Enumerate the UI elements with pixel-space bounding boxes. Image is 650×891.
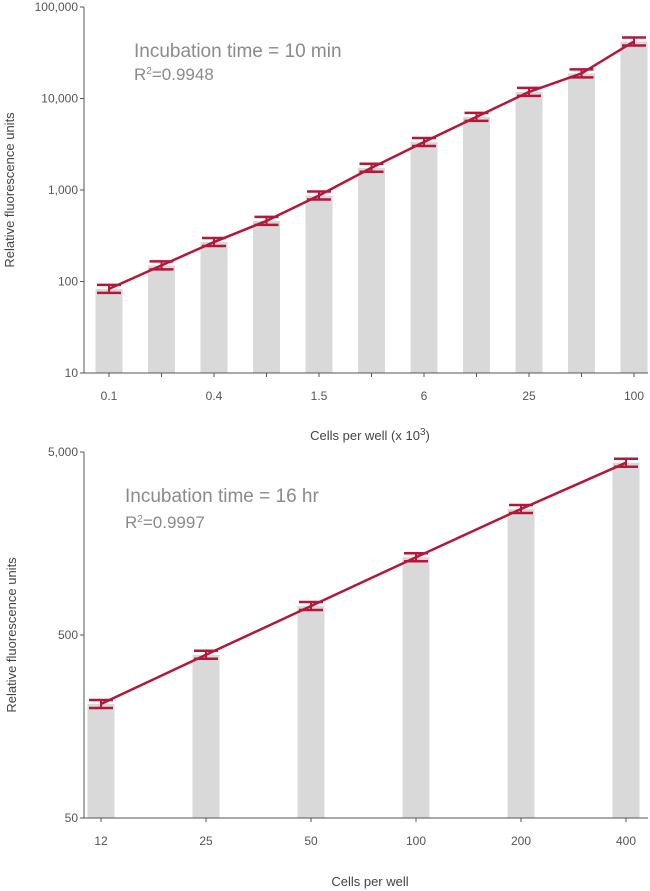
y-axis-title: Relative fluorescence units [2, 112, 17, 268]
y-tick-label: 1,000 [48, 183, 78, 197]
error-bar [622, 36, 646, 47]
error-bar [97, 283, 121, 295]
error-bar [404, 551, 428, 563]
x-tick-label: 6 [421, 389, 428, 403]
x-axis-title-sup: 3 [420, 427, 426, 438]
x-tick-label: 200 [511, 834, 531, 848]
y-tick-label: 500 [58, 628, 78, 642]
axes: 10 100 1,000 10,000 100,000 0.1 0.4 1.5 6 25 100 [35, 0, 648, 403]
r2-sup: 2 [137, 514, 143, 525]
bar-25 [192, 654, 220, 818]
bar-50 [297, 606, 325, 818]
x-tick-label: 1.5 [311, 389, 328, 403]
x-tick-label: 0.1 [101, 389, 118, 403]
bar-25 [515, 91, 543, 374]
r2-prefix: R [134, 65, 146, 84]
axes: 50 500 5,000 12 25 50 100 200 400 [48, 445, 648, 848]
error-bar [517, 86, 541, 98]
series-line [100, 461, 627, 706]
bar-group [95, 41, 648, 374]
bar-0.2 [148, 265, 175, 373]
r2-prefix: R [125, 513, 137, 532]
bar-200 [507, 509, 535, 818]
bar-0.8 [253, 220, 280, 373]
r2-value: =0.9997 [143, 513, 205, 532]
x-tick-label: 25 [522, 389, 536, 403]
annotation-r-squared: R2=0.9948 [134, 65, 214, 84]
bar-100 [620, 41, 648, 374]
y-tick-label: 10,000 [41, 92, 78, 106]
annotation-r-squared: R2=0.9997 [125, 513, 205, 532]
bar-group [87, 462, 640, 818]
r2-sup: 2 [146, 66, 152, 77]
bar-1.5 [305, 195, 333, 373]
x-tick-label: 400 [616, 834, 636, 848]
x-tick-label: 25 [199, 834, 213, 848]
series-line-group [97, 36, 646, 295]
bar-50 [568, 73, 595, 374]
x-tick-label: 100 [624, 389, 644, 403]
annotation-incubation: Incubation time = 16 hr [125, 486, 319, 507]
x-axis-title: Cells per well [331, 874, 408, 889]
y-tick-label: 50 [65, 811, 79, 825]
bar-0.4 [200, 242, 228, 373]
bar-3 [358, 167, 385, 373]
bar-400 [612, 462, 640, 818]
bar-12 [87, 703, 115, 818]
chart-bottom: 50 500 5,000 12 25 50 100 200 400 Relative fluor… [4, 445, 648, 889]
error-bar [299, 600, 323, 612]
x-axis-title-end: ) [426, 428, 430, 443]
error-bar [412, 136, 436, 148]
error-bar [194, 649, 218, 660]
series-line-group [89, 457, 638, 710]
error-bar [202, 236, 226, 248]
annotation-incubation: Incubation time = 10 min [134, 41, 342, 62]
error-bar [569, 68, 594, 79]
error-bar [509, 503, 533, 515]
x-tick-label: 0.4 [206, 389, 223, 403]
bar-6 [410, 141, 438, 373]
bar-12 [463, 116, 490, 373]
x-tick-label: 100 [406, 834, 426, 848]
error-bar [307, 190, 331, 201]
error-bar [614, 457, 638, 468]
y-tick-label: 100,000 [35, 0, 79, 14]
r2-value: =0.9948 [152, 65, 214, 84]
y-axis-title: Relative fluorescence units [4, 557, 19, 713]
error-bar [359, 162, 384, 174]
y-tick-label: 5,000 [48, 445, 78, 459]
error-bar [254, 215, 279, 227]
chart-top: 10 100 1,000 10,000 100,000 0.1 0.4 1.5 6 25 100 R… [2, 0, 648, 443]
y-tick-label: 100 [58, 275, 78, 289]
x-tick-label: 12 [94, 834, 108, 848]
x-axis-title: Cells per well (x 103) [310, 427, 430, 443]
bar-100 [402, 557, 430, 818]
x-axis-title-main: Cells per well [331, 874, 408, 889]
x-axis-title-main: Cells per well (x 10 [310, 428, 420, 443]
error-bar [464, 111, 489, 123]
y-tick-label: 10 [65, 366, 79, 380]
error-bar [89, 698, 113, 710]
x-tick-label: 50 [304, 834, 318, 848]
error-bar [149, 260, 174, 271]
bar-0.1 [95, 288, 123, 373]
